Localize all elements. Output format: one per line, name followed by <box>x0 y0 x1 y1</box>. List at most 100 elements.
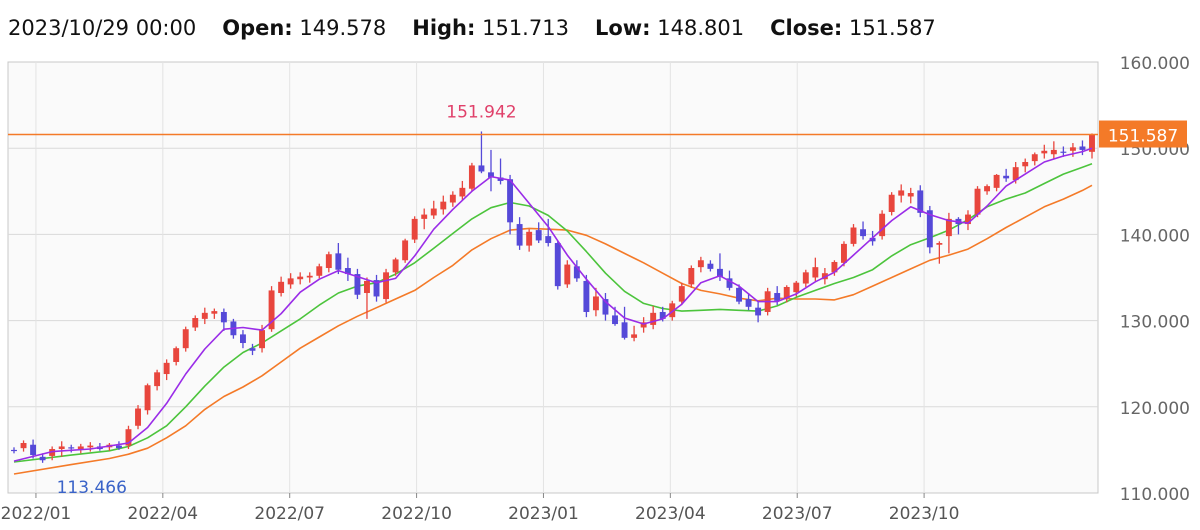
candle-body <box>936 243 943 245</box>
candle-body <box>631 334 638 338</box>
candle-body <box>507 179 514 223</box>
candle-body <box>602 299 609 315</box>
candle-body <box>573 266 580 279</box>
candle-body <box>239 334 246 344</box>
x-tick-label: 2023/01 <box>508 504 579 524</box>
candle-body <box>354 274 361 295</box>
candle-body <box>182 329 189 349</box>
candle-body <box>39 456 46 461</box>
candle-body <box>220 311 227 323</box>
ma-long-line <box>13 184 1093 475</box>
candle-body <box>430 208 437 216</box>
candle-body <box>812 267 819 278</box>
candle-body <box>898 190 905 196</box>
open-label: Open: <box>222 16 293 40</box>
last-price-tag <box>1099 120 1187 148</box>
candle-body <box>850 227 857 244</box>
candle-body <box>392 259 399 273</box>
candle-body <box>115 445 122 449</box>
candle-body <box>306 275 313 278</box>
x-tick-label: 2022/04 <box>128 504 199 524</box>
candle-body <box>30 444 37 456</box>
candle-body <box>488 172 494 178</box>
candle-body <box>564 264 571 285</box>
candle-body <box>1041 150 1048 154</box>
candle-body <box>402 240 409 261</box>
candle-body <box>259 330 265 349</box>
candle-body <box>11 449 17 452</box>
candle-body <box>831 261 838 273</box>
candle-body <box>87 445 94 448</box>
candle-body <box>678 286 685 302</box>
candle-body <box>154 372 161 387</box>
x-tick-label: 2023/07 <box>762 504 833 524</box>
candle-body <box>364 280 370 294</box>
candle-body <box>68 447 75 449</box>
candle-body <box>144 385 151 411</box>
candle-body <box>650 312 657 325</box>
candle-body <box>860 229 867 237</box>
candle-body <box>344 268 351 275</box>
header-high: High: 151.713 <box>412 16 569 40</box>
candle-body <box>1031 154 1038 162</box>
candle-body <box>707 263 714 269</box>
candle-body <box>688 268 695 285</box>
candle-body <box>783 286 790 299</box>
last-price-label: 151.587 <box>1108 127 1178 147</box>
plot-area <box>7 61 1099 494</box>
y-tick-label: 110.000 <box>1120 485 1190 505</box>
candle-body <box>984 186 991 192</box>
candle-body <box>440 201 447 210</box>
candle-body <box>526 231 533 246</box>
candle-body <box>621 322 628 338</box>
candle-body <box>1012 167 1019 181</box>
candle-body <box>77 446 84 450</box>
header-date: 2023/10/29 00:00 <box>8 16 197 40</box>
candle-body <box>297 276 304 280</box>
candle-body <box>325 254 332 269</box>
ohlc-header: 2023/10/29 00:00 Open: 149.578 High: 151… <box>8 12 962 44</box>
candle-body <box>58 446 65 450</box>
candle-body <box>640 322 647 328</box>
candle-body <box>659 311 666 319</box>
candle-body <box>449 194 456 203</box>
candle-body <box>888 194 895 212</box>
close-label: Close: <box>770 16 843 40</box>
candle-body <box>192 318 199 328</box>
candle-body <box>965 214 971 225</box>
candle-body <box>278 281 285 294</box>
candle-body <box>383 272 390 300</box>
candle-body <box>716 268 723 277</box>
candle-body <box>774 293 781 301</box>
candle-body <box>468 165 475 189</box>
candle-body <box>211 311 218 314</box>
candle-body <box>907 193 914 197</box>
max-annotation: 151.942 <box>446 102 516 122</box>
y-tick-label: 130.000 <box>1120 313 1190 333</box>
candle-body <box>459 187 466 197</box>
candle-body <box>554 243 561 287</box>
candle-body <box>535 230 542 241</box>
candle-body <box>745 299 752 307</box>
candle-body <box>545 236 552 244</box>
candle-body <box>1079 146 1086 150</box>
y-tick-label: 120.000 <box>1120 399 1190 419</box>
candle-body <box>841 243 847 263</box>
candle-body <box>287 278 294 285</box>
candle-body <box>335 253 342 270</box>
candle-body <box>163 362 170 375</box>
candle-body <box>917 190 924 213</box>
candle-body <box>1060 151 1067 153</box>
high-label: High: <box>412 16 476 40</box>
y-tick-label: 160.000 <box>1120 54 1190 74</box>
candle-body <box>125 429 132 446</box>
candle-body <box>755 307 762 316</box>
x-tick-label: 2023/04 <box>635 504 706 524</box>
min-annotation: 113.466 <box>57 478 127 498</box>
candle-body <box>249 348 256 351</box>
candle-body <box>669 303 676 318</box>
candle-body <box>268 290 275 330</box>
candle-body <box>926 210 933 248</box>
candle-body <box>993 174 1000 188</box>
